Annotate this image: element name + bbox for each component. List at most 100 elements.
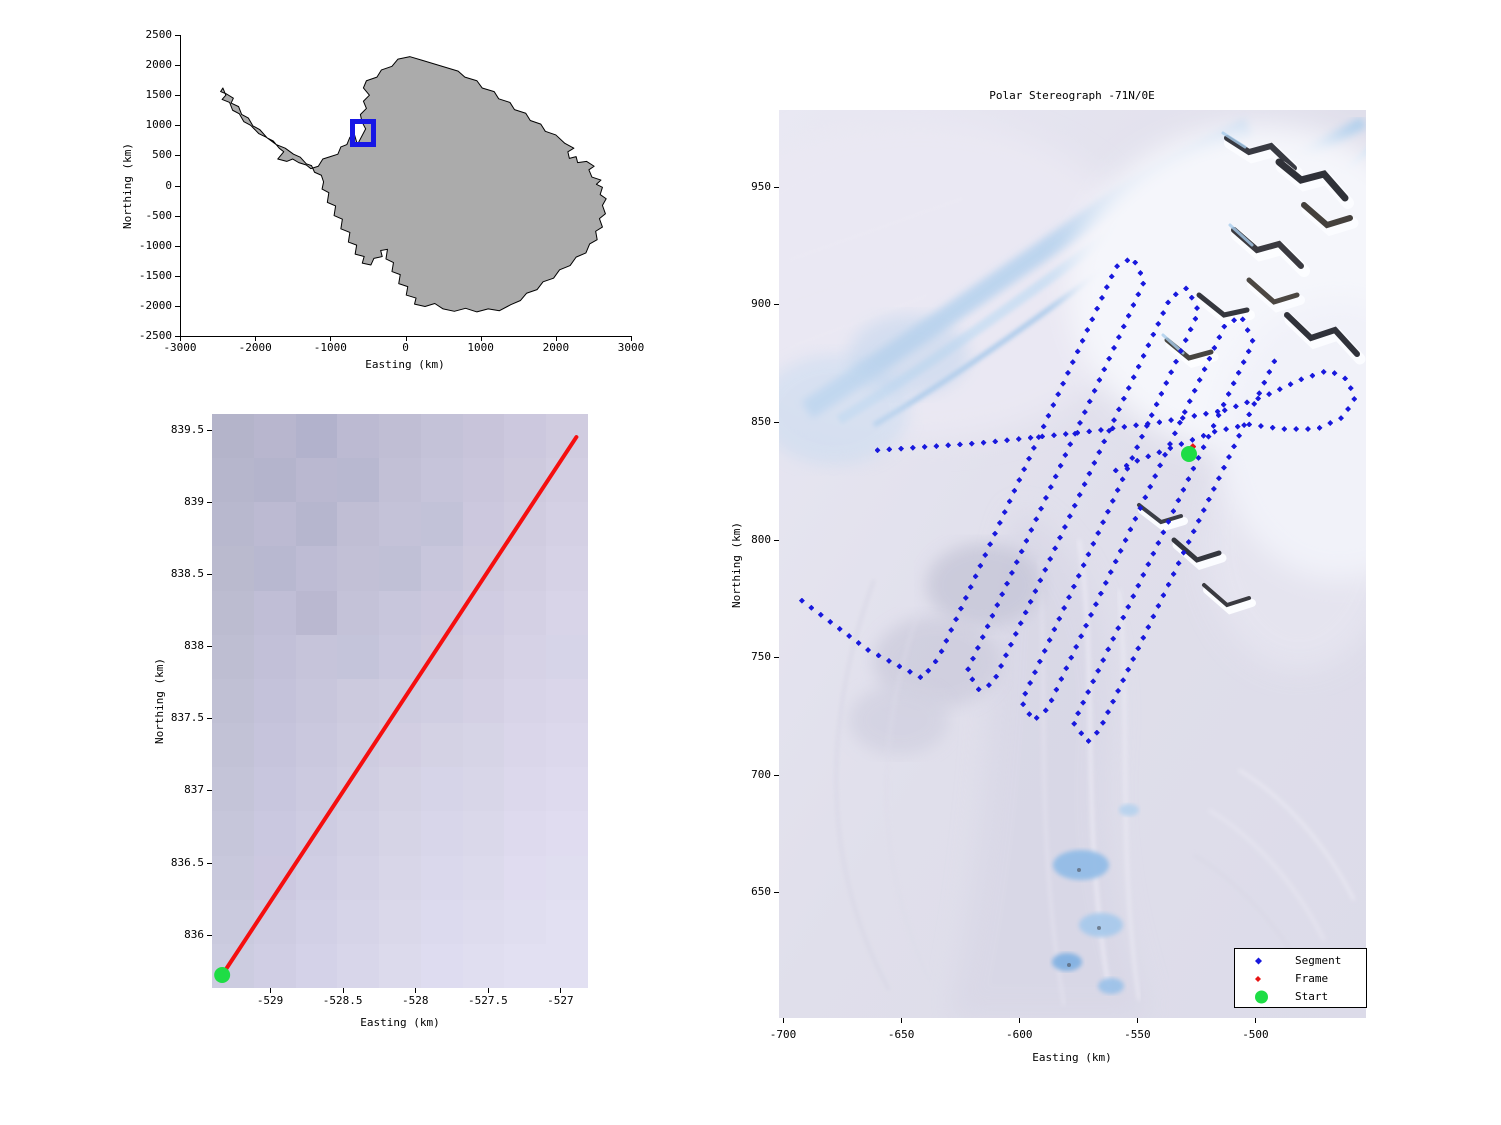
segment-dot [1309,372,1316,379]
image-cell [337,546,380,592]
segment-dot [1086,470,1093,477]
segment-dot [1008,569,1015,576]
segment-dot [1098,294,1105,301]
segment-dot [1071,720,1078,727]
segment-dot [1017,620,1024,627]
segment-dot [855,639,862,646]
y-tick [774,421,779,423]
image-cell [253,678,297,724]
segment-dot [1052,473,1059,480]
image-cell [546,723,588,768]
segment-dot [1179,414,1186,421]
y-tick [175,185,180,187]
segment-dot [1221,323,1228,330]
image-cell [420,502,464,547]
image-cell [504,943,547,988]
segment-dot [1040,423,1047,430]
segment-dot [1021,466,1028,473]
x-tick-label: -527 [547,994,574,1007]
image-cell [295,855,338,901]
segment-dot [1105,646,1112,653]
segment-dot [1100,657,1107,664]
segment-dot [1192,315,1199,322]
image-cell [212,458,255,503]
segment-dot [1074,348,1081,355]
segment-dot [1120,677,1127,684]
image-cell [462,811,505,857]
segment-dot [1211,428,1218,435]
image-cell [337,943,380,988]
image-cell [212,678,255,724]
segment-dot [1027,679,1034,686]
segment-dot [1211,344,1218,351]
segment-dot [1084,327,1091,334]
segment-dot [1166,441,1173,448]
image-cell [379,855,422,901]
segment-dot [1122,537,1129,544]
track-zoom-image [212,414,588,988]
y-tick [207,862,212,864]
x-tick-label: 2000 [542,341,570,354]
image-cell [295,502,338,547]
segment-dot [1316,424,1323,431]
segment-dot [1097,590,1104,597]
segment-dot [1048,697,1055,704]
image-cell [379,811,422,857]
y-tick [175,35,180,36]
y-tick [175,305,180,307]
segment-dot [1109,497,1116,504]
x-tick [631,336,632,341]
x-tick-label: -700 [769,1028,797,1041]
segment-dot [1230,380,1237,387]
image-cell [462,855,505,901]
segment-dot [1185,539,1192,546]
segment-dot [980,439,987,446]
segment-dot [1156,419,1163,426]
segment-dot [1244,399,1251,406]
image-cell [420,546,464,592]
segment-dot [984,623,991,630]
legend-label: Segment [1295,954,1342,967]
image-cell [420,767,464,812]
satellite-image [779,110,1366,1018]
x-tick-label: -1000 [313,341,347,354]
segment-dot [846,632,853,639]
segment-dot [1168,369,1175,376]
segment-dot [969,676,976,683]
x-tick-label: -528.5 [322,994,363,1007]
segment-dot [1342,375,1349,382]
segment-dot [1090,678,1097,685]
overview-xlabel: Easting (km) [365,358,445,371]
y-tick-label: 850 [751,414,771,428]
segment-dot [1036,658,1043,665]
segment-dot [1028,527,1035,533]
segment-dot [1144,420,1151,427]
image-cell [295,943,338,988]
segment-dot [933,443,940,450]
segment-dot [1027,434,1034,441]
segment-dot [1145,453,1152,460]
segment-dot [965,666,972,673]
image-cell [462,414,505,459]
image-cell [337,414,380,459]
x-tick [330,336,332,341]
segment-dot [1070,583,1077,590]
segment-dot [1249,337,1256,344]
image-cell [212,590,255,636]
legend-item-frame: Frame [1235,970,1366,988]
segment-dot [1091,387,1098,394]
segment-dot [1206,355,1213,362]
segment-dot [1110,635,1117,642]
segment-dot [1096,377,1103,384]
segment-dot [967,584,974,591]
segment-dot [1195,454,1202,461]
x-tick [487,988,489,993]
segment-dot [1002,652,1009,659]
image-cell [337,590,380,636]
segment-dot [1114,487,1121,494]
segment-dot [1202,410,1209,417]
segment-dot [1191,387,1198,394]
image-cell [379,546,422,592]
y-tick [175,125,180,127]
segment-dot [1046,637,1053,644]
